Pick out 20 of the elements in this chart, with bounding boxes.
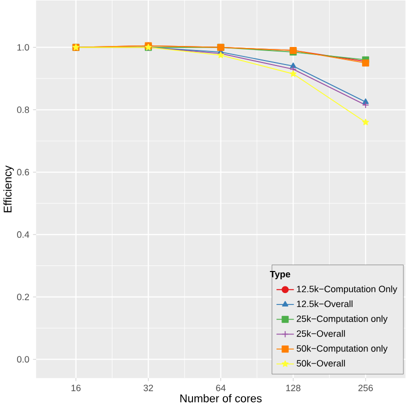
y-tick-label: 0.4 <box>17 231 30 238</box>
x-tick-label: 128 <box>286 384 300 392</box>
y-tick-label: 1.0 <box>17 44 30 51</box>
legend-label: 25k−Overall <box>296 330 345 337</box>
x-tick-label: 64 <box>216 384 226 392</box>
y-tick-label: 0.6 <box>17 169 30 176</box>
x-tick-label: 16 <box>72 384 81 392</box>
x-tick-label: 32 <box>144 384 153 392</box>
x-tick-label: 256 <box>358 384 373 392</box>
y-tick-label: 0.0 <box>17 356 30 363</box>
legend-label: 50k−Computation only <box>296 345 388 354</box>
legend-label: 25k−Computation only <box>296 315 388 324</box>
y-axis-title: Efficiency <box>3 166 14 212</box>
x-axis-title: Number of cores <box>180 394 262 402</box>
legend-title: Type <box>270 271 290 280</box>
y-tick-label: 0.8 <box>17 106 30 114</box>
y-tick-label: 0.2 <box>17 294 29 300</box>
legend-label: 12.5k−Overall <box>297 300 352 308</box>
legend-label: 12.5k−Computation Only <box>297 286 398 294</box>
legend-label: 50k−Overall <box>296 360 345 367</box>
